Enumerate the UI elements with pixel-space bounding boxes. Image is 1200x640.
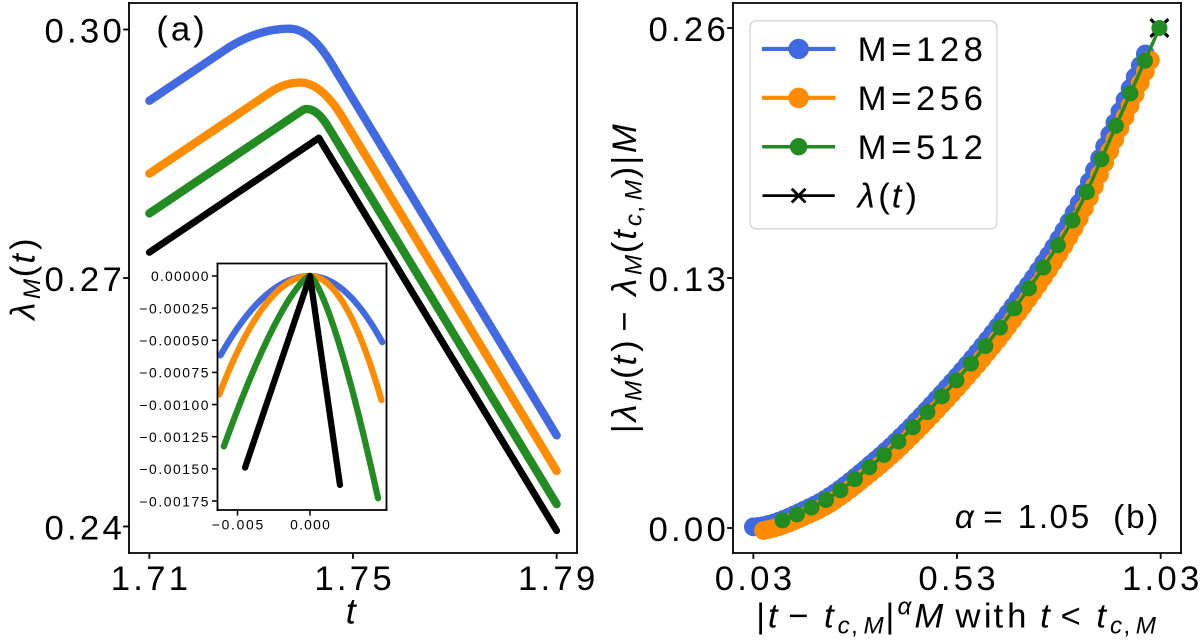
- svg-text:M=128: M=128: [858, 31, 983, 69]
- svg-text:−0.005: −0.005: [212, 517, 264, 533]
- svg-text:−0.00075: −0.00075: [139, 365, 208, 381]
- svg-text:α = 1 .: α = 1 . 0 5 ( b ): [955, 499, 1159, 536]
- svg-text:| − |: | − | w i t h < t t M t t c M α c M , ,: [756, 593, 1162, 639]
- svg-text:0.30: 0.30: [44, 13, 121, 51]
- svg-text:(a): (a): [156, 10, 204, 48]
- svg-text:t: t: [346, 591, 358, 632]
- svg-text:−0.00125: −0.00125: [139, 429, 208, 445]
- svg-text:0.00000: 0.00000: [151, 268, 209, 284]
- svg-text:λ t ( ): λ t ( ): [856, 178, 917, 216]
- svg-text:| ( ) −: | ( ) − ( ) | λ t λ t M M M c M ,: [606, 118, 648, 433]
- svg-text:−0.00175: −0.00175: [139, 493, 208, 509]
- svg-text:0.24: 0.24: [44, 510, 121, 548]
- svg-text:−0.00050: −0.00050: [139, 333, 208, 349]
- svg-text:1.03: 1.03: [1122, 560, 1199, 598]
- svg-text:0.000: 0.000: [290, 517, 330, 533]
- svg-text:−0.00150: −0.00150: [139, 461, 208, 477]
- svg-text:0.27: 0.27: [44, 261, 121, 299]
- svg-text:0.53: 0.53: [918, 560, 995, 598]
- svg-text:0.00: 0.00: [648, 511, 725, 549]
- svg-text:M=512: M=512: [858, 129, 983, 167]
- svg-text:−0.00025: −0.00025: [139, 300, 208, 316]
- svg-text:1.79: 1.79: [518, 560, 595, 598]
- svg-text:0.13: 0.13: [648, 261, 725, 299]
- svg-text:λ t M (: λ t M ( ): [4, 238, 46, 321]
- svg-text:M=256: M=256: [858, 80, 983, 118]
- svg-text:0.03: 0.03: [715, 560, 792, 598]
- svg-text:1.75: 1.75: [314, 560, 391, 598]
- svg-text:1.71: 1.71: [111, 560, 188, 598]
- svg-text:−0.00100: −0.00100: [139, 397, 208, 413]
- svg-text:0.26: 0.26: [648, 11, 725, 49]
